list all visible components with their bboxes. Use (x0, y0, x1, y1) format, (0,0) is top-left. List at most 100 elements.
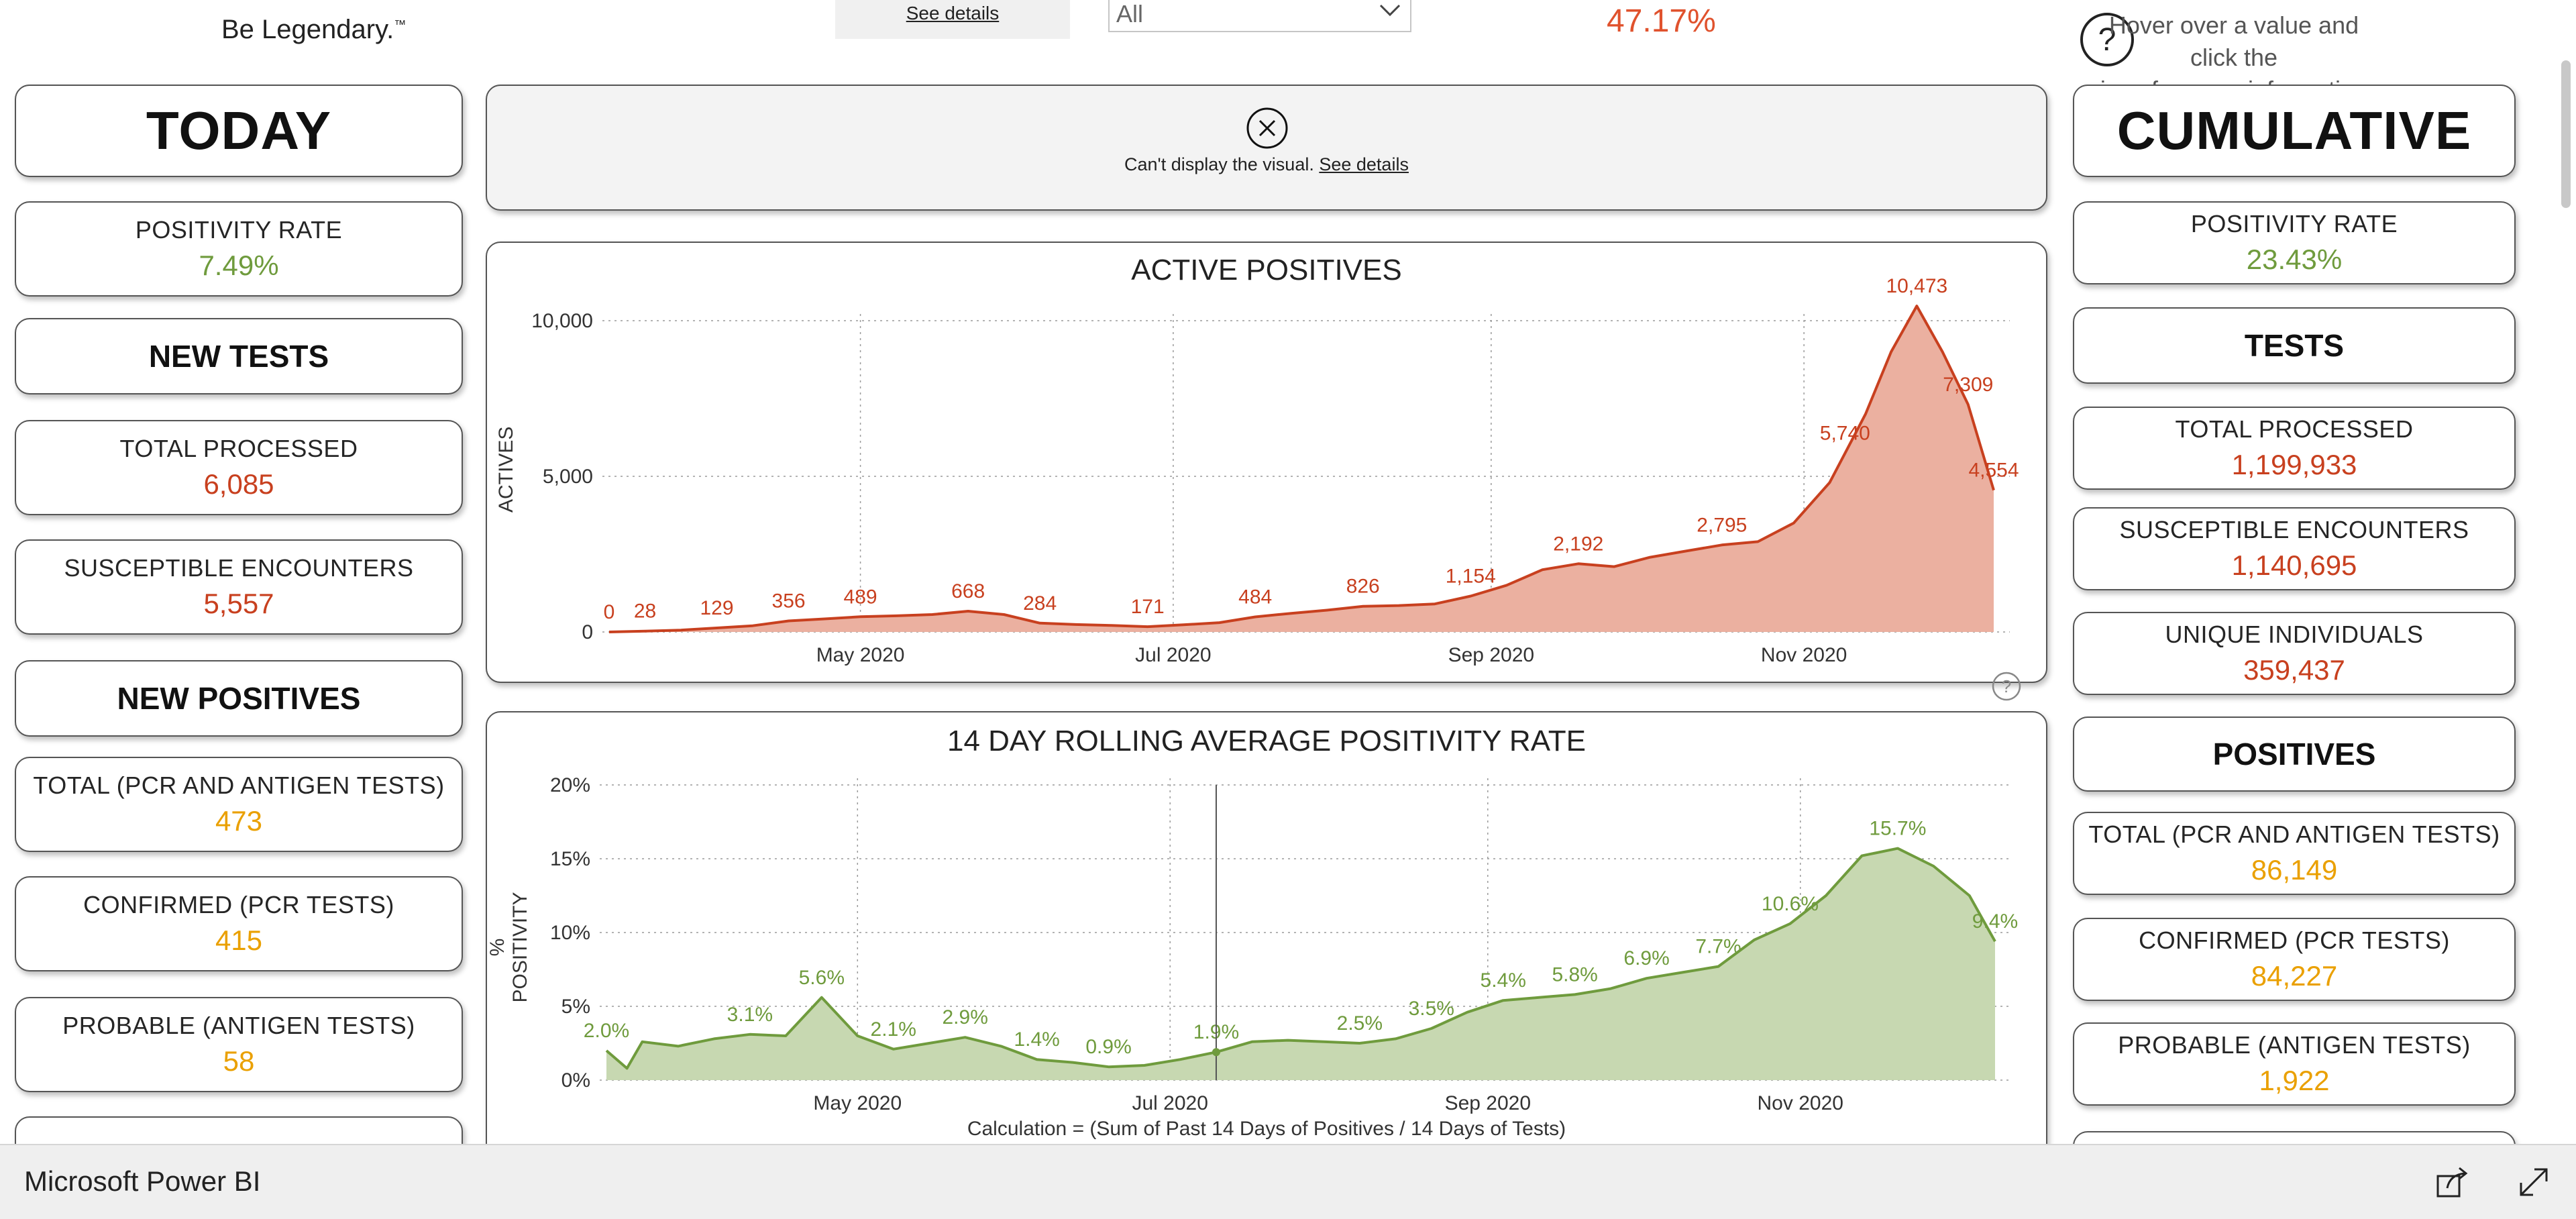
error-visual-card: Can't display the visual. See details (486, 85, 2047, 211)
positivity-rate-data-label: 0.9% (1085, 1036, 1131, 1058)
today-title-card: TODAY (15, 85, 463, 177)
expand-icon[interactable] (2517, 1165, 2551, 1202)
cumulative-confirmed-value: 84,227 (2251, 960, 2338, 992)
today-positivity-value: 7.49% (199, 250, 279, 281)
cumulative-susceptible-label: SUSCEPTIBLE ENCOUNTERS (2119, 516, 2469, 543)
help-text-line1: Hover over a value and click the (2108, 11, 2359, 71)
active-positives-data-label: 28 (634, 600, 656, 623)
filter-dropdown[interactable]: All (1108, 0, 1411, 32)
cumulative-positives-title: POSITIVES (2212, 737, 2376, 772)
active-positives-xtick-label: May 2020 (816, 644, 905, 666)
question-small-icon[interactable]: ? (1991, 671, 2022, 705)
active-positives-data-label: 668 (951, 580, 985, 602)
cumulative-total-pcr-value: 86,149 (2251, 854, 2338, 886)
positivity-rate-data-label: 2.0% (584, 1020, 629, 1042)
positivity-rate-xtick-label: Nov 2020 (1758, 1092, 1843, 1114)
active-positives-data-label: 484 (1238, 586, 1272, 608)
positivity-rate-ytick-label: 0% (561, 1069, 590, 1092)
error-message: Can't display the visual. (1124, 154, 1314, 174)
cumulative-total-pcr-label: TOTAL (PCR AND ANTIGEN TESTS) (2088, 820, 2500, 848)
error-message-row: Can't display the visual. See details (487, 154, 2046, 175)
positivity-rate-xtick-label: May 2020 (813, 1092, 902, 1114)
positivity-rate-data-label: 5.6% (799, 967, 845, 989)
question-circle-icon[interactable]: ? (2078, 11, 2136, 72)
today-positivity-label: POSITIVITY RATE (135, 216, 343, 244)
cumulative-unique-card[interactable]: UNIQUE INDIVIDUALS 359,437 (2073, 612, 2516, 695)
cumulative-title-card: CUMULATIVE (2073, 85, 2516, 177)
cumulative-confirmed-card[interactable]: CONFIRMED (PCR TESTS) 84,227 (2073, 918, 2516, 1001)
positivity-rate-series-line (605, 847, 1996, 1070)
scrollbar-track[interactable] (2555, 0, 2576, 1144)
cumulative-positivity-value: 23.43% (2246, 244, 2343, 275)
today-susceptible-card[interactable]: SUSCEPTIBLE ENCOUNTERS 5,557 (15, 539, 463, 635)
today-new-tests-card: NEW TESTS (15, 318, 463, 394)
today-confirmed-value: 415 (215, 924, 263, 956)
today-title: TODAY (146, 101, 332, 160)
today-new-tests-title: NEW TESTS (148, 339, 329, 374)
active-positives-data-label: 171 (1131, 596, 1165, 618)
share-icon[interactable] (2435, 1165, 2470, 1202)
positivity-rate-xtick-label: Sep 2020 (1445, 1092, 1531, 1114)
brand-tagline: Be Legendary.™ (221, 15, 406, 45)
svg-text:?: ? (2098, 22, 2116, 58)
cumulative-total-processed-value: 1,199,933 (2231, 449, 2357, 480)
active-positives-xtick-label: Sep 2020 (1448, 644, 1534, 666)
positivity-rate-data-label: 7.7% (1695, 936, 1741, 958)
active-positives-xtick-label: Jul 2020 (1135, 644, 1211, 666)
cumulative-positivity-card[interactable]: POSITIVITY RATE 23.43% (2073, 201, 2516, 284)
cumulative-total-processed-card[interactable]: TOTAL PROCESSED 1,199,933 (2073, 407, 2516, 490)
today-new-positives-card: NEW POSITIVES (15, 660, 463, 737)
cumulative-title: CUMULATIVE (2116, 101, 2472, 160)
today-confirmed-card[interactable]: CONFIRMED (PCR TESTS) 415 (15, 876, 463, 971)
powerbi-footer: Microsoft Power BI (0, 1144, 2576, 1219)
positivity-rate-area (606, 848, 1995, 1080)
active-positives-data-label: 129 (700, 597, 734, 619)
today-total-processed-card[interactable]: TOTAL PROCESSED 6,085 (15, 420, 463, 515)
active-positives-data-label: 1,154 (1446, 565, 1496, 587)
cumulative-probable-card[interactable]: PROBABLE (ANTIGEN TESTS) 1,922 (2073, 1022, 2516, 1106)
active-positives-data-label: 356 (772, 590, 806, 612)
active-positives-ytick-label: 5,000 (543, 466, 593, 488)
see-details-link[interactable]: See details (1319, 154, 1409, 174)
active-positives-data-label: 489 (844, 586, 877, 608)
positivity-rate-data-label: 3.1% (727, 1004, 773, 1026)
cumulative-susceptible-card[interactable]: SUSCEPTIBLE ENCOUNTERS 1,140,695 (2073, 507, 2516, 590)
tagline-text: Be Legendary. (221, 15, 394, 44)
cumulative-unique-label: UNIQUE INDIVIDUALS (2165, 621, 2424, 648)
app-name: Microsoft Power BI (24, 1165, 261, 1197)
today-new-positives-title: NEW POSITIVES (117, 681, 361, 716)
active-positives-ytick-label: 0 (582, 621, 593, 643)
today-total-processed-label: TOTAL PROCESSED (119, 435, 358, 462)
active-positives-chart: 0 5,000 10,000 May 2020 Jul 2020 Sep 2020 Nov … (531, 275, 2019, 666)
positivity-rate-ytick-label: 15% (550, 848, 590, 870)
active-positives-data-label: 10,473 (1886, 275, 1947, 297)
cumulative-probable-value: 1,922 (2259, 1065, 2330, 1096)
today-total-pcr-label: TOTAL (PCR AND ANTIGEN TESTS) (33, 772, 445, 799)
active-positives-title: ACTIVE POSITIVES (1131, 254, 1402, 286)
positivity-rate-data-label: 15.7% (1869, 818, 1926, 840)
active-positives-data-label: 5,740 (1820, 423, 1870, 445)
today-positivity-card[interactable]: POSITIVITY RATE 7.49% (15, 201, 463, 297)
today-susceptible-value: 5,557 (203, 588, 274, 619)
positivity-rate-chart: 0% 5% 10% 15% 20% May 2020 Jul 2020 Sep 2020 Nov… (550, 774, 2018, 1114)
cumulative-total-pcr-card[interactable]: TOTAL (PCR AND ANTIGEN TESTS) 86,149 (2073, 812, 2516, 895)
positivity-rate-data-label: 5.4% (1481, 969, 1526, 992)
active-positives-data-label: 4,554 (1968, 460, 2019, 482)
positivity-rate-ytick-label: 5% (561, 996, 590, 1018)
today-confirmed-label: CONFIRMED (PCR TESTS) (83, 891, 394, 918)
today-total-pcr-card[interactable]: TOTAL (PCR AND ANTIGEN TESTS) 473 (15, 757, 463, 852)
cumulative-total-processed-label: TOTAL PROCESSED (2175, 415, 2414, 443)
see-details-link-top[interactable]: See details (906, 3, 1000, 23)
active-positives-data-label: 7,309 (1943, 374, 1993, 396)
positivity-rate-data-label: 1.4% (1014, 1028, 1059, 1051)
cumulative-unique-value: 359,437 (2243, 654, 2345, 686)
today-total-processed-value: 6,085 (203, 468, 274, 500)
today-probable-label: PROBABLE (ANTIGEN TESTS) (62, 1012, 415, 1039)
svg-text:?: ? (2002, 676, 2011, 696)
cumulative-positives-card: POSITIVES (2073, 717, 2516, 792)
active-positives-card: ACTIVE POSITIVES ACTIVES 0 5,000 10,000 May… (486, 242, 2047, 683)
scrollbar-thumb[interactable] (2561, 60, 2571, 208)
today-probable-value: 58 (223, 1045, 255, 1077)
today-probable-card[interactable]: PROBABLE (ANTIGEN TESTS) 58 (15, 997, 463, 1092)
active-positives-data-label: 2,795 (1697, 514, 1747, 536)
